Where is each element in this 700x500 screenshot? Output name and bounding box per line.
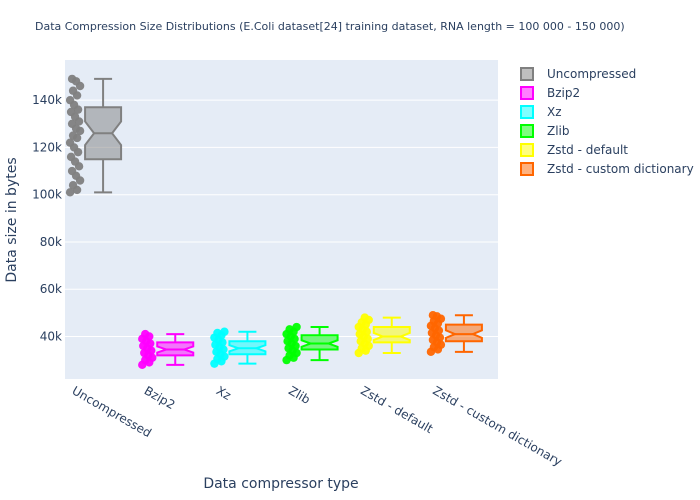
y-axis-title: Data size in bytes: [4, 157, 20, 282]
x-tick-label: Zstd - custom dictionary: [430, 383, 564, 468]
x-tick-label: Bzip2: [142, 383, 178, 412]
data-point: [428, 311, 438, 320]
legend-swatch: [520, 162, 534, 176]
y-axis-ticks: 40k 60k 80k 100k 120k 140k: [32, 93, 62, 343]
data-point: [66, 107, 76, 117]
data-point: [66, 152, 76, 162]
data-point: [65, 95, 75, 105]
box-body: [444, 323, 483, 343]
data-point: [65, 188, 75, 197]
box-group: [426, 311, 483, 357]
y-tick-label: 60k: [40, 282, 62, 296]
legend-label: Zstd - default: [547, 143, 628, 157]
box-body: [300, 334, 339, 351]
legend-item[interactable]: Zlib: [520, 124, 570, 138]
box-group: [210, 327, 267, 368]
x-axis-title: Data compressor type: [203, 476, 358, 492]
data-point: [360, 313, 369, 322]
box-group: [354, 313, 411, 358]
legend-label: Uncompressed: [547, 67, 636, 81]
x-tick-label: Zlib: [286, 383, 312, 406]
y-tick-label: 80k: [40, 235, 62, 249]
legend-label: Bzip2: [547, 86, 580, 100]
data-point: [292, 322, 301, 332]
legend-item[interactable]: Uncompressed: [520, 67, 636, 81]
y-tick-label: 120k: [32, 140, 62, 154]
legend-item[interactable]: Zstd - custom dictionary: [520, 162, 694, 176]
y-tick-label: 40k: [40, 329, 62, 343]
box-group: [282, 322, 339, 365]
data-point: [213, 328, 222, 338]
x-tick-label: Zstd - default: [358, 383, 435, 436]
box-group: [65, 74, 123, 197]
legend-item[interactable]: Xz: [520, 105, 562, 119]
grid-lines: [65, 99, 498, 337]
legend[interactable]: Uncompressed Bzip2 Xz Zlib Zstd - default Zst…: [520, 67, 694, 176]
data-point: [67, 74, 77, 84]
data-point: [67, 166, 77, 176]
data-point: [67, 119, 77, 128]
y-tick-label: 140k: [32, 93, 62, 107]
box-body: [372, 326, 411, 344]
data-point: [220, 327, 229, 336]
data-point: [141, 329, 150, 339]
legend-item[interactable]: Zstd - default: [520, 143, 628, 157]
legend-swatch: [520, 105, 534, 119]
data-point: [65, 138, 75, 147]
data-point: [68, 181, 78, 190]
x-tick-label: Xz: [214, 383, 234, 402]
legend-swatch: [520, 86, 534, 100]
legend-swatch: [520, 143, 534, 157]
legend-swatch: [520, 124, 534, 138]
legend-label: Xz: [547, 105, 562, 119]
box-group: [138, 329, 195, 370]
box-series: [65, 74, 483, 370]
legend-label: Zstd - custom dictionary: [547, 162, 694, 176]
legend-label: Zlib: [547, 124, 570, 138]
legend-swatch: [520, 67, 534, 81]
data-point: [68, 86, 78, 95]
chart-title: Data Compression Size Distributions (E.C…: [35, 20, 625, 33]
plot-background: [65, 60, 498, 379]
y-tick-label: 100k: [32, 188, 62, 202]
legend-item[interactable]: Bzip2: [520, 86, 580, 100]
data-point: [285, 325, 294, 334]
x-tick-label: Uncompressed: [70, 383, 154, 440]
data-point: [68, 131, 78, 140]
